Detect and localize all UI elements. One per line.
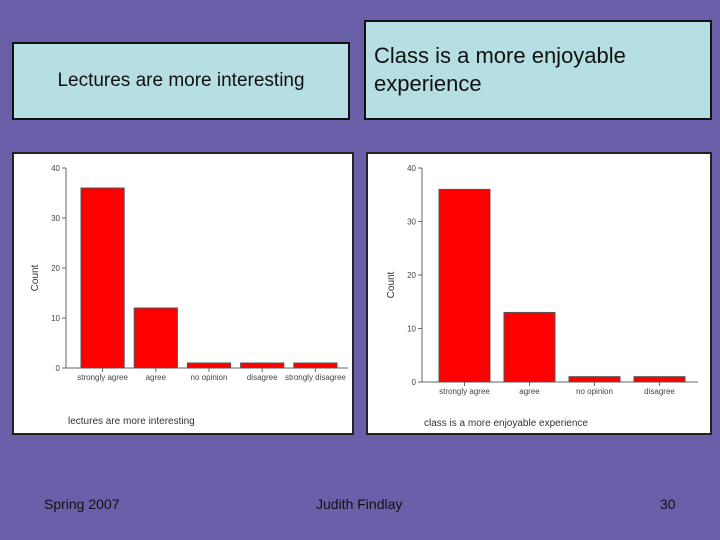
y-tick-label: 30 xyxy=(51,214,60,223)
y-tick-label: 0 xyxy=(56,364,61,373)
x-tick-label: strongly agree xyxy=(77,373,128,382)
bar xyxy=(293,362,338,369)
footer-page-number: 30 xyxy=(660,496,676,512)
bar-chart-class: 0 10 20 30 40 Count strongly agree agree no opin… xyxy=(386,164,698,429)
y-tick-label: 40 xyxy=(51,164,60,173)
bar xyxy=(240,362,285,369)
bar xyxy=(633,376,686,383)
footer-date: Spring 2007 xyxy=(44,496,120,512)
x-tick-label: strongly agree xyxy=(439,387,490,396)
slide-title-right: Class is a more enjoyable experience xyxy=(364,20,712,120)
bar xyxy=(133,307,178,369)
y-tick-label: 10 xyxy=(407,325,416,334)
y-tick-label: 20 xyxy=(407,271,416,280)
bar-chart-lectures: 0 10 20 30 40 Count strongly agree agree no opin… xyxy=(30,164,348,427)
x-tick-label: agree xyxy=(146,373,167,382)
y-axis-label: Count xyxy=(386,271,397,298)
x-tick-label: disagree xyxy=(644,387,675,396)
bar xyxy=(438,188,491,383)
y-tick-label: 20 xyxy=(51,264,60,273)
chart-panel-lectures: 0 10 20 30 40 Count strongly agree agree no opin… xyxy=(12,152,354,435)
x-tick-label: disagree xyxy=(247,373,278,382)
slide-title-left: Lectures are more interesting xyxy=(12,42,350,120)
y-axis-label: Count xyxy=(30,264,41,291)
x-tick-label: agree xyxy=(519,387,540,396)
y-tick-label: 0 xyxy=(412,378,417,387)
y-tick-label: 30 xyxy=(407,218,416,227)
x-tick-label: no opinion xyxy=(191,373,228,382)
slide-title-right-text: Class is a more enjoyable experience xyxy=(374,43,626,96)
x-tick-label: no opinion xyxy=(576,387,613,396)
bar xyxy=(186,362,232,369)
slide-title-left-text: Lectures are more interesting xyxy=(57,70,305,91)
chart-panel-class: 0 10 20 30 40 Count strongly agree agree no opin… xyxy=(366,152,712,435)
x-tick-label: strongly disagree xyxy=(285,373,346,382)
bar xyxy=(80,187,125,369)
y-tick-label: 40 xyxy=(407,164,416,173)
bar xyxy=(568,376,621,383)
x-axis-label: class is a more enjoyable experience xyxy=(424,418,588,429)
footer-author: Judith Findlay xyxy=(316,496,403,512)
bar xyxy=(503,311,556,383)
y-tick-label: 10 xyxy=(51,314,60,323)
x-axis-label: lectures are more interesting xyxy=(68,416,195,427)
